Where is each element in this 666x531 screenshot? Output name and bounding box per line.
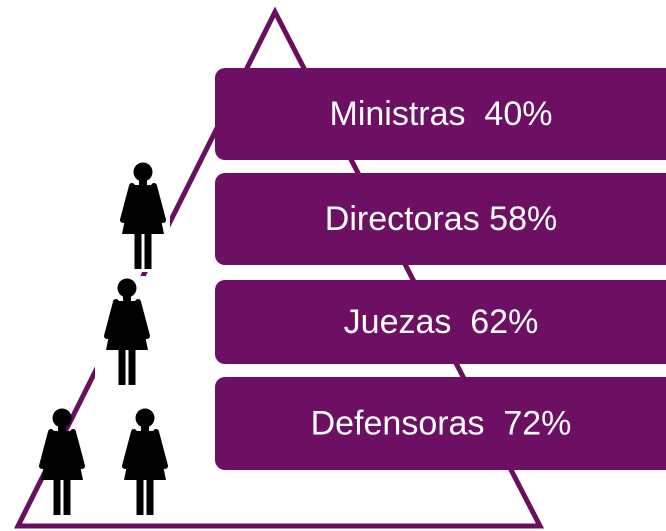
woman-icon <box>41 409 83 516</box>
level-label: Juezas 62% <box>344 303 539 341</box>
level-box <box>215 173 666 265</box>
woman-icon <box>124 409 166 516</box>
boxes: Ministras 40% Directoras 58% Juezas 62% Def… <box>215 68 666 470</box>
level-label: Directoras 58% <box>325 200 557 238</box>
level-box <box>215 68 666 160</box>
level-box <box>215 377 666 470</box>
level-box <box>215 280 666 364</box>
level-label: Defensoras 72% <box>311 404 572 442</box>
level-label: Ministras 40% <box>330 95 553 133</box>
